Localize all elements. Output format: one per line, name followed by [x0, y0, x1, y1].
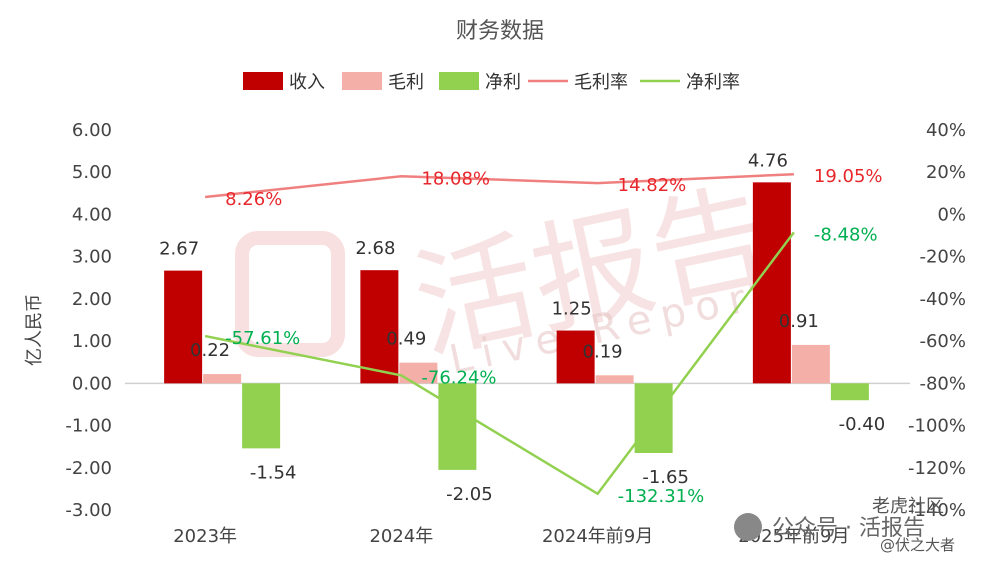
- y-tick-label: -2.00: [65, 458, 112, 479]
- bar-data-label: 4.76: [748, 150, 788, 171]
- y2-tick-label: -140%: [908, 500, 966, 521]
- y2-tick-label: -80%: [919, 373, 966, 394]
- bar-data-label: 0.19: [583, 341, 623, 362]
- y-tick-label: -1.00: [65, 416, 112, 437]
- legend-label: 毛利率: [574, 72, 628, 93]
- y2-tick-label: 0%: [937, 204, 966, 225]
- line-data-label: -76.24%: [421, 367, 496, 388]
- footer-right-text: 老虎社区: [872, 496, 944, 517]
- x-category-label: 2023年: [173, 526, 237, 547]
- y-tick-label: 3.00: [72, 247, 112, 268]
- bar-净利-3: [830, 383, 869, 401]
- y-tick-label: 0.00: [72, 373, 112, 394]
- line-净利率: [204, 231, 795, 496]
- line-data-label: -8.48%: [814, 224, 878, 245]
- y-axis-ticks: 6.00 5.00 4.00 3.00 2.00 1.00 0.00 -1.00 -2.00 -3…: [65, 120, 112, 521]
- bar-data-label: 1.25: [552, 299, 592, 320]
- y2-tick-label: -20%: [919, 247, 966, 268]
- footer-left-text: 公众号 · 活报告: [772, 516, 925, 541]
- legend-label: 毛利: [388, 72, 424, 93]
- bar-收入-3: [752, 182, 791, 384]
- x-category-label: 2025年前9月: [738, 526, 849, 547]
- y2-tick-label: -60%: [919, 331, 966, 352]
- bar-data-label: 0.91: [779, 311, 819, 332]
- footer-watermark: 公众号 · 活报告 老虎社区 @伏之大者: [734, 496, 955, 554]
- legend-swatch-毛利: [342, 72, 382, 90]
- line-data-label: -132.31%: [618, 486, 705, 507]
- x-axis-categories: 2023年 2024年 2024年前9月 2025年前9月: [173, 526, 849, 547]
- legend-swatch-净利: [439, 72, 479, 90]
- y2-tick-label: 20%: [926, 162, 966, 183]
- y-tick-label: -3.00: [65, 500, 112, 521]
- bar-data-label: 0.49: [386, 329, 426, 350]
- y2-axis-ticks: 40% 20% 0% -20% -40% -60% -80% -100% -120% -140%: [908, 120, 966, 521]
- bar-毛利-3: [791, 344, 830, 384]
- bar-毛利-0: [203, 374, 242, 384]
- footer-user-text: @伏之大者: [880, 536, 955, 554]
- bar-data-label: 2.67: [159, 239, 199, 260]
- line-data-label: 19.05%: [814, 166, 883, 187]
- y2-tick-label: -40%: [919, 289, 966, 310]
- legend: 收入 毛利 净利 毛利率 净利率: [243, 72, 740, 93]
- y-tick-label: 2.00: [72, 289, 112, 310]
- y2-tick-label: -120%: [908, 458, 966, 479]
- line-data-label: -57.61%: [225, 328, 300, 349]
- bar-data-label: -1.65: [642, 467, 689, 488]
- line-data-label: 18.08%: [421, 168, 490, 189]
- bar-毛利-1: [399, 362, 438, 384]
- y2-tick-label: -100%: [908, 416, 966, 437]
- legend-swatch-收入: [243, 72, 283, 90]
- bar-data-label: -0.40: [839, 414, 886, 435]
- line-毛利率: [204, 172, 794, 199]
- legend-label: 净利率: [686, 72, 740, 93]
- bar-data-label: -1.54: [250, 462, 297, 483]
- wechat-icon: [734, 513, 762, 541]
- bar-收入-0: [164, 270, 203, 384]
- plot-area: 2.67 2.68 1.25 4.76 0.22 0.49 0.19 0.91 -1.54 -2.…: [125, 150, 910, 507]
- bar-data-label: 2.68: [355, 238, 395, 259]
- bar-收入-2: [556, 330, 595, 384]
- y-tick-label: 6.00: [72, 120, 112, 141]
- bar-data-label: -2.05: [446, 484, 493, 505]
- bar-收入-1: [360, 270, 399, 384]
- y-axis-label: 亿人民币: [24, 294, 45, 366]
- x-category-label: 2024年: [369, 526, 433, 547]
- x-category-label: 2024年前9月: [542, 526, 653, 547]
- y-tick-label: 5.00: [72, 162, 112, 183]
- bar-净利-1: [438, 383, 477, 470]
- bar-净利-0: [242, 383, 281, 449]
- line-data-label: 8.26%: [225, 189, 282, 210]
- bar-data-label: 0.22: [190, 340, 230, 361]
- y-tick-label: 4.00: [72, 204, 112, 225]
- legend-label: 收入: [289, 72, 325, 93]
- y-tick-label: 1.00: [72, 331, 112, 352]
- bar-毛利-2: [595, 375, 634, 384]
- y2-tick-label: 40%: [926, 120, 966, 141]
- chart-title: 财务数据: [456, 19, 544, 44]
- line-data-label: 14.82%: [618, 175, 687, 196]
- legend-label: 净利: [485, 72, 521, 93]
